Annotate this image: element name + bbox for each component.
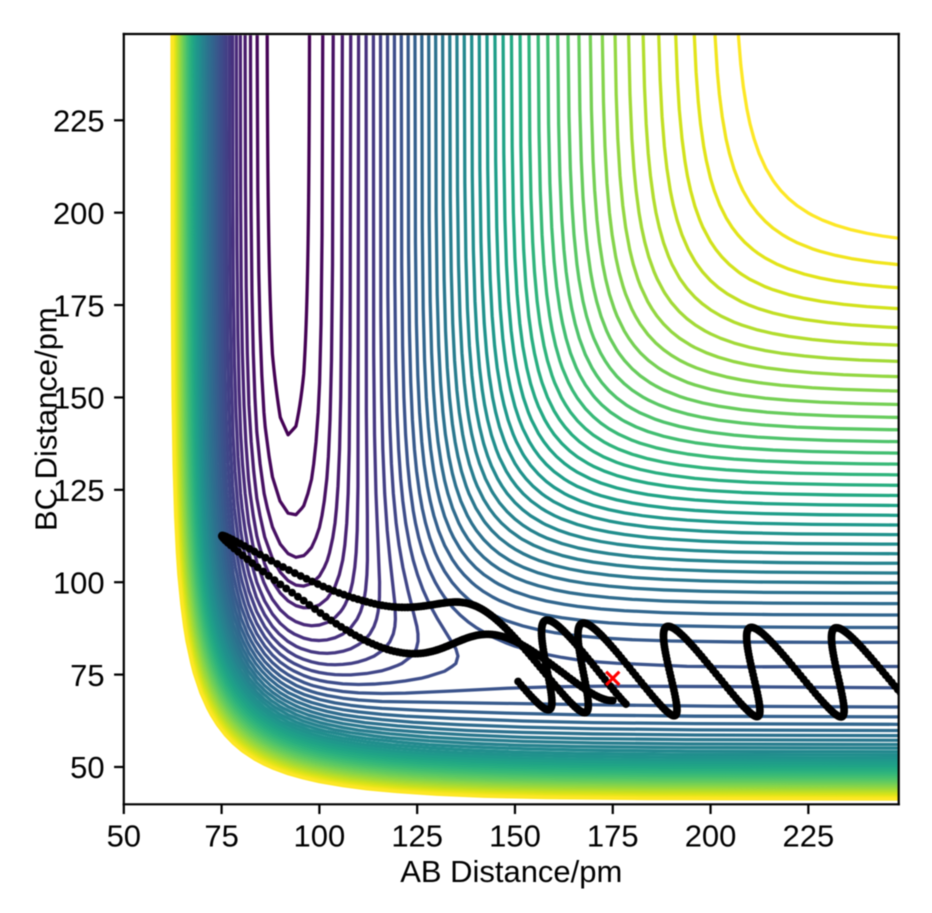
svg-text:150: 150 (53, 381, 105, 416)
svg-text:125: 125 (53, 473, 105, 508)
svg-text:50: 50 (70, 750, 104, 785)
svg-text:100: 100 (294, 819, 346, 854)
svg-text:125: 125 (391, 819, 443, 854)
svg-text:175: 175 (587, 819, 639, 854)
svg-text:75: 75 (204, 819, 238, 854)
svg-text:200: 200 (685, 819, 737, 854)
svg-text:100: 100 (53, 565, 105, 600)
svg-text:75: 75 (70, 658, 104, 693)
svg-text:200: 200 (53, 196, 105, 231)
svg-text:50: 50 (107, 819, 141, 854)
svg-text:150: 150 (489, 819, 541, 854)
svg-text:225: 225 (53, 104, 105, 139)
svg-text:AB Distance/pm: AB Distance/pm (400, 854, 622, 889)
svg-text:BC Distance/pm: BC Distance/pm (29, 307, 64, 531)
svg-text:175: 175 (53, 288, 105, 323)
svg-text:225: 225 (783, 819, 835, 854)
